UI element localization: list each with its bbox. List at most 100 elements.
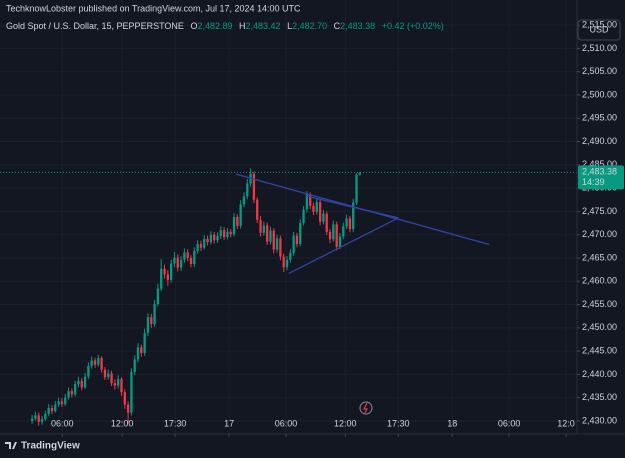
y-tick-label: 2,475.00 (582, 206, 617, 216)
candle-body (302, 209, 305, 224)
candle-body (153, 304, 156, 325)
y-tick-label: 2,500.00 (582, 89, 617, 99)
logo-mark (5, 442, 17, 449)
candle-body (289, 252, 292, 260)
icon-bolt[interactable] (363, 402, 368, 414)
y-tick-label: 2,455.00 (582, 299, 617, 309)
candle-body (30, 418, 34, 421)
candle-body (299, 223, 302, 245)
candle-body (242, 196, 246, 205)
trendline (288, 217, 399, 274)
y-tick-label: 2,465.00 (582, 252, 617, 262)
candle-body (40, 419, 44, 422)
candle-body (222, 230, 226, 238)
y-tick-label: 2,430.00 (582, 415, 617, 425)
candle-body (252, 173, 256, 200)
countdown: 14:39 (582, 177, 605, 187)
candle-body (47, 407, 50, 414)
candle-body (236, 217, 239, 226)
candle-body (160, 268, 163, 289)
ohlc-value: 2,482.89 (197, 21, 232, 31)
candle-body (107, 373, 110, 378)
candle-body (34, 415, 37, 419)
candle-body (150, 317, 153, 325)
last-price-box (578, 165, 624, 190)
candle-body (166, 274, 169, 280)
candle-body (259, 219, 262, 233)
ohlc-value: 2,482.70 (292, 21, 327, 31)
icon-circle[interactable] (359, 401, 373, 415)
candle-body (103, 369, 107, 378)
candle-body (143, 332, 146, 353)
y-tick-label: 2,450.00 (582, 322, 617, 332)
candle-body (322, 213, 325, 222)
brand: TradingView (21, 441, 80, 452)
x-tick-label: 17:30 (387, 418, 410, 428)
candle-body (292, 235, 295, 253)
candle-body (213, 234, 216, 241)
brand-logo (5, 442, 17, 449)
replay-icon[interactable] (359, 401, 373, 415)
candle-body (295, 235, 299, 245)
candle-body (100, 358, 103, 370)
candle-body (312, 205, 315, 212)
candle-body (126, 404, 130, 413)
candle-body (275, 238, 279, 250)
x-tick-label: 06:00 (51, 418, 74, 428)
candle-body (226, 231, 229, 238)
candle-body (355, 174, 358, 203)
last-price-label: 2,483.38 (582, 166, 617, 176)
candle-body (193, 250, 196, 265)
symbol: Gold Spot / U.S. Dollar, 15, PEPPERSTONE (6, 21, 184, 31)
trendline (306, 195, 399, 219)
candle-body (123, 392, 126, 405)
ohlc-label: O (190, 21, 197, 31)
currency-button[interactable] (577, 19, 621, 41)
candle-body (173, 257, 176, 264)
y-tick-label: 2,435.00 (582, 392, 617, 402)
candle-body (232, 217, 236, 235)
candle-body (272, 230, 275, 250)
candle-body (229, 231, 232, 235)
y-tick-label: 2,495.00 (582, 113, 617, 123)
y-tick-label: 2,460.00 (582, 276, 617, 286)
x-tick-label: 17:30 (164, 418, 187, 428)
candle-body (358, 172, 361, 175)
y-tick-label: 2,490.00 (582, 136, 617, 146)
candle-body (338, 236, 342, 247)
published-note: TechknowLobster published on TradingView… (6, 3, 301, 13)
x-tick-label: 12:00 (111, 418, 134, 428)
grid (0, 0, 577, 434)
candle-body (64, 397, 67, 405)
candle-body (179, 259, 183, 268)
currency[interactable]: USD (589, 24, 609, 34)
candle-body (265, 225, 269, 242)
candle-body (325, 213, 328, 232)
ohlc-value: 2,483.38 (340, 21, 375, 31)
x-tick-label: 12:00 (334, 418, 357, 428)
x-tick-label: 06:00 (498, 418, 521, 428)
candle-body (117, 379, 120, 386)
candle-body (186, 252, 189, 258)
candle-body (113, 383, 117, 386)
candle-body (305, 194, 309, 210)
y-tick-label: 2,470.00 (582, 229, 617, 239)
candle-body (256, 199, 259, 220)
y-tick-label: 2,445.00 (582, 345, 617, 355)
candle-body (262, 225, 265, 233)
candle-body (348, 218, 352, 230)
candle-body (279, 238, 282, 257)
candle-body (140, 347, 143, 353)
candle-body (332, 224, 335, 240)
candle-body (309, 194, 312, 206)
candle-body (97, 358, 100, 365)
candle-body (73, 384, 77, 395)
candle-body (209, 234, 213, 243)
candle-body (176, 257, 179, 268)
candle-body (60, 401, 64, 405)
candle-body (93, 360, 97, 365)
y-tick-label: 2,440.00 (582, 369, 617, 379)
